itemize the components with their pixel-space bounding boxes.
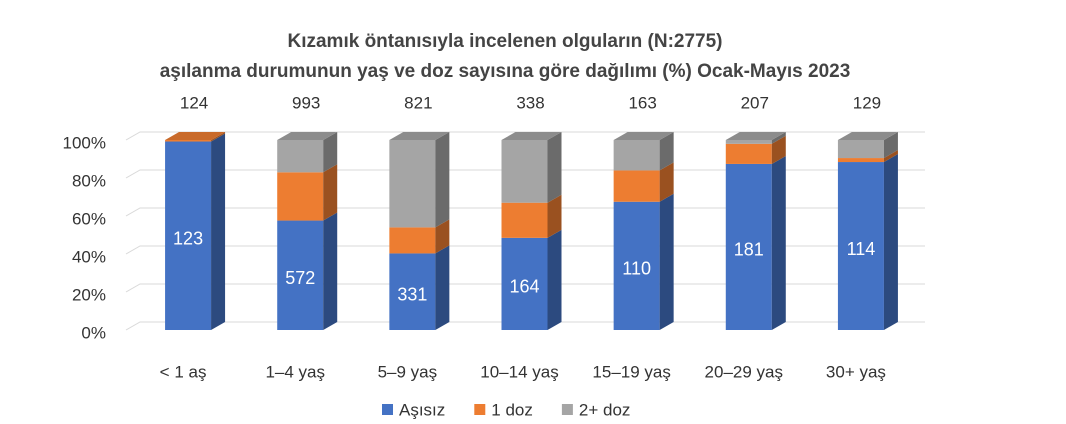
- bar-segment: [725, 143, 772, 164]
- value-label: 114: [847, 239, 876, 259]
- x-tick-label: 5–9 yaş: [378, 362, 438, 381]
- bar-segment: [389, 253, 436, 330]
- bar-top: [725, 132, 786, 140]
- legend-swatch: [561, 404, 573, 415]
- bar-side: [435, 245, 450, 330]
- chart-title: Kızamık öntanısıyla incelenen olguların …: [287, 31, 722, 52]
- value-label: 181: [734, 240, 764, 260]
- total-label: 163: [628, 93, 656, 112]
- x-tick-label: 30+ yaş: [826, 362, 886, 381]
- bar-segment: [613, 170, 660, 202]
- bar-side: [323, 212, 338, 330]
- total-label: 124: [180, 93, 208, 112]
- bar-top: [277, 132, 338, 140]
- bar-segment: [277, 220, 324, 330]
- total-label: 821: [404, 93, 432, 112]
- bar-segment: [501, 140, 548, 203]
- value-label: 110: [622, 259, 651, 279]
- bar-top: [389, 132, 450, 140]
- bar-side: [883, 154, 898, 330]
- bar-side: [771, 135, 786, 164]
- bar-segment: [725, 163, 772, 330]
- bar-side: [547, 132, 562, 203]
- bar-side: [323, 132, 338, 173]
- bar-top: [501, 132, 562, 140]
- bar-side: [323, 164, 338, 221]
- bar-side: [659, 193, 674, 330]
- bar-side: [771, 155, 786, 330]
- x-tick-label: 15–19 yaş: [592, 362, 670, 381]
- legend-label: 1 doz: [491, 400, 533, 419]
- value-label: 572: [285, 268, 315, 288]
- bar-segment: [613, 201, 660, 330]
- y-tick-label: 0%: [81, 323, 106, 342]
- legend-swatch: [474, 404, 486, 415]
- bar-side: [211, 132, 226, 142]
- bar-segment: [501, 237, 548, 330]
- bar-segment: [725, 140, 772, 144]
- y-tick-label: 40%: [72, 247, 106, 266]
- value-label: 164: [509, 277, 539, 297]
- y-tick-label: 80%: [72, 171, 106, 190]
- legend-swatch: [382, 404, 393, 415]
- bar-segment: [165, 140, 212, 142]
- bar-side: [547, 229, 562, 330]
- bar-top: [165, 132, 226, 140]
- bar-side: [659, 162, 674, 202]
- bar-top: [613, 132, 674, 140]
- x-tick-label: 20–29 yaş: [705, 362, 783, 381]
- y-tick-label: 100%: [63, 133, 106, 152]
- chart-title: aşılanma durumunun yaş ve doz sayısına g…: [160, 61, 851, 82]
- value-label: 123: [173, 229, 203, 249]
- x-tick-label: 10–14 yaş: [480, 362, 558, 381]
- x-tick-label: 1–4 yaş: [265, 362, 325, 381]
- total-label: 993: [292, 93, 320, 112]
- bar-side: [211, 133, 226, 330]
- bar-segment: [837, 158, 884, 163]
- bar-segment: [389, 140, 436, 228]
- bar-segment: [277, 140, 324, 173]
- bar-side: [883, 132, 898, 159]
- bar-segment: [837, 140, 884, 159]
- bar-segment: [165, 141, 212, 330]
- bar-segment: [613, 140, 660, 171]
- y-tick-label: 60%: [72, 209, 106, 228]
- bar-side: [547, 194, 562, 238]
- bar-side: [659, 132, 674, 171]
- legend-label: Aşısız: [399, 400, 445, 419]
- bar-segment: [389, 227, 436, 254]
- x-tick-label: < 1 aş: [160, 362, 207, 381]
- bar-side: [435, 219, 450, 254]
- bar-side: [435, 132, 450, 228]
- bar-segment: [837, 162, 884, 330]
- value-label: 331: [397, 284, 427, 304]
- total-label: 207: [741, 93, 769, 112]
- legend-label: 2+ doz: [579, 400, 631, 419]
- y-tick-label: 20%: [72, 285, 106, 304]
- total-label: 338: [516, 93, 544, 112]
- bar-top: [837, 132, 898, 140]
- bar-side: [771, 132, 786, 144]
- bar-segment: [501, 202, 548, 238]
- bar-side: [883, 150, 898, 163]
- bar-segment: [277, 172, 324, 221]
- total-label: 129: [853, 93, 881, 112]
